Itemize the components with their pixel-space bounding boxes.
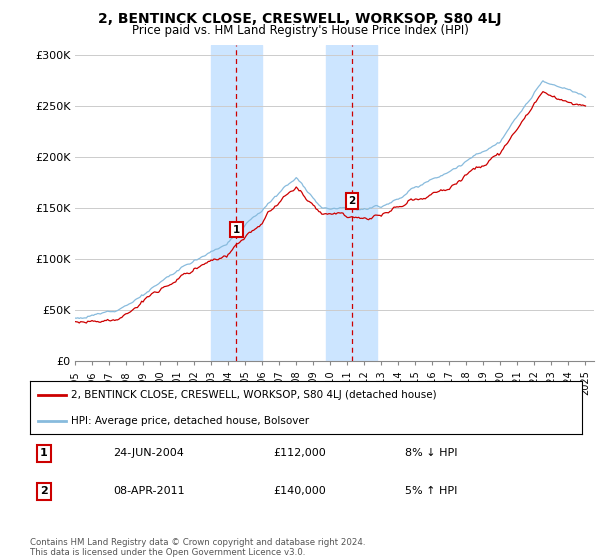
Text: HPI: Average price, detached house, Bolsover: HPI: Average price, detached house, Bols…: [71, 416, 310, 426]
Text: 2, BENTINCK CLOSE, CRESWELL, WORKSOP, S80 4LJ (detached house): 2, BENTINCK CLOSE, CRESWELL, WORKSOP, S8…: [71, 390, 437, 400]
Text: 5% ↑ HPI: 5% ↑ HPI: [406, 486, 458, 496]
Bar: [211, 45, 262, 361]
Text: £112,000: £112,000: [273, 449, 326, 459]
Text: 1: 1: [233, 225, 240, 235]
Bar: [326, 45, 377, 361]
Text: Price paid vs. HM Land Registry's House Price Index (HPI): Price paid vs. HM Land Registry's House …: [131, 24, 469, 37]
Text: 8% ↓ HPI: 8% ↓ HPI: [406, 449, 458, 459]
Text: 2: 2: [40, 486, 47, 496]
Text: £140,000: £140,000: [273, 486, 326, 496]
Text: 2, BENTINCK CLOSE, CRESWELL, WORKSOP, S80 4LJ: 2, BENTINCK CLOSE, CRESWELL, WORKSOP, S8…: [98, 12, 502, 26]
Text: 1: 1: [40, 449, 47, 459]
Text: Contains HM Land Registry data © Crown copyright and database right 2024.
This d: Contains HM Land Registry data © Crown c…: [30, 538, 365, 557]
Text: 24-JUN-2004: 24-JUN-2004: [113, 449, 184, 459]
Text: 2: 2: [348, 196, 355, 206]
Text: 08-APR-2011: 08-APR-2011: [113, 486, 184, 496]
